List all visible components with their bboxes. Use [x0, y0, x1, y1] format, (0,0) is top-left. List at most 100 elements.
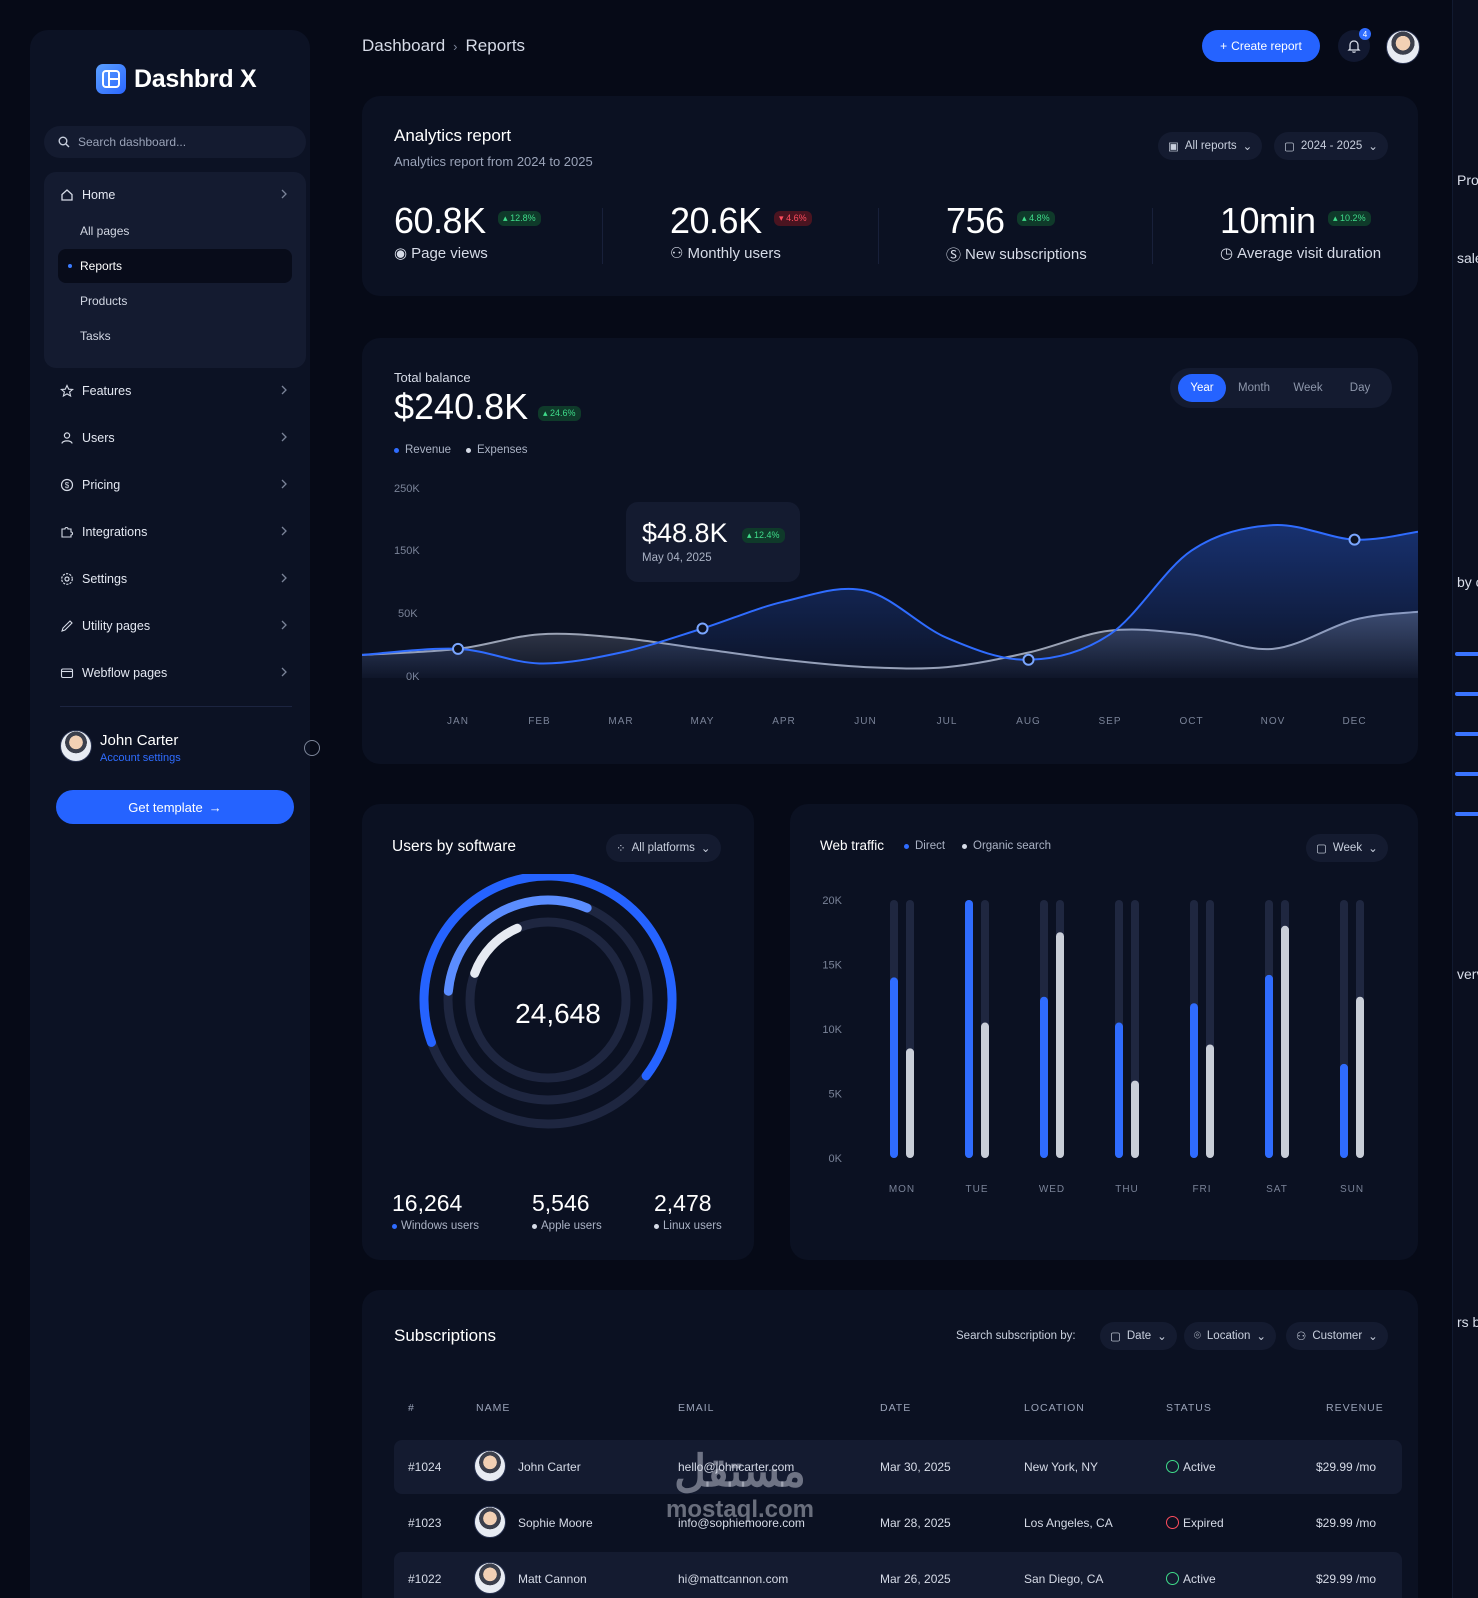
platforms-filter[interactable]: ⁘ All platforms ⌄ [606, 834, 721, 862]
x-tick-label: MAY [690, 716, 715, 727]
period-filter[interactable]: ▢ 2024 - 2025 ⌄ [1274, 132, 1388, 160]
breadcrumb-item[interactable]: Dashboard [362, 36, 446, 55]
ring-linux[interactable] [448, 900, 648, 1100]
create-report-button[interactable]: + Create report [1202, 30, 1320, 62]
tab-week[interactable]: Week [1293, 382, 1323, 394]
sidebar-subitem-tasks[interactable]: Tasks [80, 329, 111, 343]
peek-bar [1455, 772, 1478, 776]
bar-direct[interactable] [1190, 1003, 1198, 1158]
x-tick-label: JUN [854, 716, 877, 727]
sidebar-item-settings[interactable]: Settings [44, 562, 306, 596]
column-header: LOCATION [1024, 1402, 1085, 1414]
user-card[interactable]: John Carter Account settings [60, 730, 320, 770]
donut-chart [389, 874, 707, 1159]
stat-value: 2,478 [654, 1190, 712, 1216]
bar-direct[interactable] [965, 900, 973, 1158]
ring-apple[interactable] [440, 892, 657, 1109]
bar-organic[interactable] [1131, 1080, 1139, 1158]
tab-day[interactable]: Day [1349, 382, 1371, 394]
account-settings-link[interactable]: Account settings [100, 752, 181, 764]
sidebar-item-label: Webflow pages [82, 666, 168, 680]
breadcrumb-item[interactable]: Reports [465, 36, 526, 55]
ring-windows[interactable] [389, 874, 707, 1159]
sidebar-item-features[interactable]: Features [44, 374, 306, 408]
data-point[interactable] [1022, 653, 1035, 666]
row-email[interactable]: hi@mattcannon.com [678, 1572, 789, 1586]
location-filter[interactable]: ⌾ Location ⌄ [1184, 1322, 1277, 1350]
y-tick-label: 20K [822, 895, 842, 907]
peek-bar [1455, 812, 1478, 816]
data-point[interactable] [452, 642, 464, 655]
chevron-right-icon [281, 667, 287, 677]
sidebar-subitem-reports[interactable]: Reports [58, 249, 292, 283]
peek-bar [1455, 732, 1478, 736]
bar-direct[interactable] [1265, 974, 1273, 1158]
svg-text:$: $ [65, 481, 70, 490]
reports-filter-label: All reports [1184, 140, 1237, 152]
reports-filter[interactable]: ▣ All reports ⌄ [1158, 132, 1263, 160]
stat-visit-duration: 10min ▴ 10.2% ◷ Average visit duration [1220, 200, 1381, 262]
row-email[interactable]: info@sophiemoore.com [678, 1516, 805, 1530]
chevron-down-icon: ⌄ [700, 843, 711, 855]
stat-value: 60.8K [394, 200, 486, 241]
profile-avatar[interactable] [1386, 30, 1420, 64]
sidebar-subitem-all-pages[interactable]: All pages [80, 224, 130, 238]
stat-label: Linux users [663, 1220, 722, 1232]
traffic-period-filter[interactable]: ▢ Week ⌄ [1306, 834, 1388, 862]
legend-direct: Direct [904, 840, 945, 852]
bar-direct[interactable] [1115, 1022, 1123, 1158]
stat-divider [1152, 208, 1153, 264]
notifications-button[interactable]: 4 [1338, 28, 1371, 62]
search-box[interactable] [44, 126, 306, 158]
get-template-button[interactable]: Get template → [56, 790, 294, 824]
chevron-right-icon [281, 620, 287, 630]
table-row[interactable]: #1024 John Carter hello@johncarter.com M… [394, 1440, 1402, 1494]
brand[interactable]: Dashbrd X [96, 64, 257, 94]
grid-icon: ⁘ [616, 843, 626, 855]
x-tick-label: OCT [1179, 716, 1204, 727]
sidebar-item-webflow-pages[interactable]: Webflow pages [44, 656, 306, 690]
notification-badge: 4 [1359, 28, 1371, 40]
tab-year[interactable]: Year [1178, 374, 1226, 402]
arrow-right-icon: → [208, 799, 222, 815]
sidebar-item-utility-pages[interactable]: Utility pages [44, 609, 306, 643]
user-name: John Carter [100, 732, 179, 749]
star-icon [60, 384, 74, 398]
plus-icon: + [1220, 39, 1228, 53]
traffic-chart: 20K 15K 10K 5K 0K MON TUE WED THU FRI SAT SUN [822, 895, 1364, 1195]
data-point[interactable] [696, 622, 709, 635]
sidebar-item-pricing[interactable]: $ Pricing [44, 468, 306, 502]
sidebar-item-home[interactable]: Home [44, 178, 306, 212]
stat-divider [602, 208, 603, 264]
bar-organic[interactable] [1206, 1044, 1214, 1158]
table-row[interactable]: #1023 Sophie Moore info@sophiemoore.com … [394, 1496, 1402, 1550]
bar-organic[interactable] [1056, 932, 1064, 1158]
data-point[interactable] [1348, 533, 1361, 546]
search-input[interactable] [78, 135, 278, 149]
bar-direct[interactable] [1340, 1063, 1348, 1158]
bar-direct[interactable] [1040, 996, 1048, 1158]
tab-month[interactable]: Month [1238, 382, 1270, 394]
date-filter[interactable]: ▢ Date ⌄ [1100, 1322, 1177, 1350]
x-tick-label: APR [772, 716, 796, 727]
chevron-right-icon [281, 573, 287, 583]
table-row[interactable]: #1022 Matt Cannon hi@mattcannon.com Mar … [394, 1552, 1402, 1598]
bar-organic[interactable] [1281, 925, 1289, 1158]
sidebar-item-label: Settings [82, 572, 128, 586]
sidebar-subitem-products[interactable]: Products [80, 294, 128, 308]
theme-toggle-icon[interactable] [304, 740, 320, 756]
x-tick-label: DEC [1342, 716, 1367, 727]
customer-filter[interactable]: ⚇ Customer ⌄ [1286, 1322, 1388, 1350]
peek-text: Pro [1457, 172, 1478, 188]
sidebar-item-integrations[interactable]: Integrations [44, 515, 306, 549]
filter-label: Location [1206, 1330, 1251, 1342]
x-tick-label: AUG [1016, 716, 1041, 727]
bar-organic[interactable] [1356, 996, 1364, 1158]
row-email[interactable]: hello@johncarter.com [678, 1460, 795, 1474]
sidebar-item-users[interactable]: Users [44, 421, 306, 455]
chevron-down-icon: ⌄ [1157, 1331, 1167, 1343]
bar-organic[interactable] [981, 1022, 989, 1158]
filter-label: Customer [1312, 1330, 1363, 1342]
bar-organic[interactable] [906, 1048, 914, 1158]
bar-direct[interactable] [890, 977, 898, 1158]
